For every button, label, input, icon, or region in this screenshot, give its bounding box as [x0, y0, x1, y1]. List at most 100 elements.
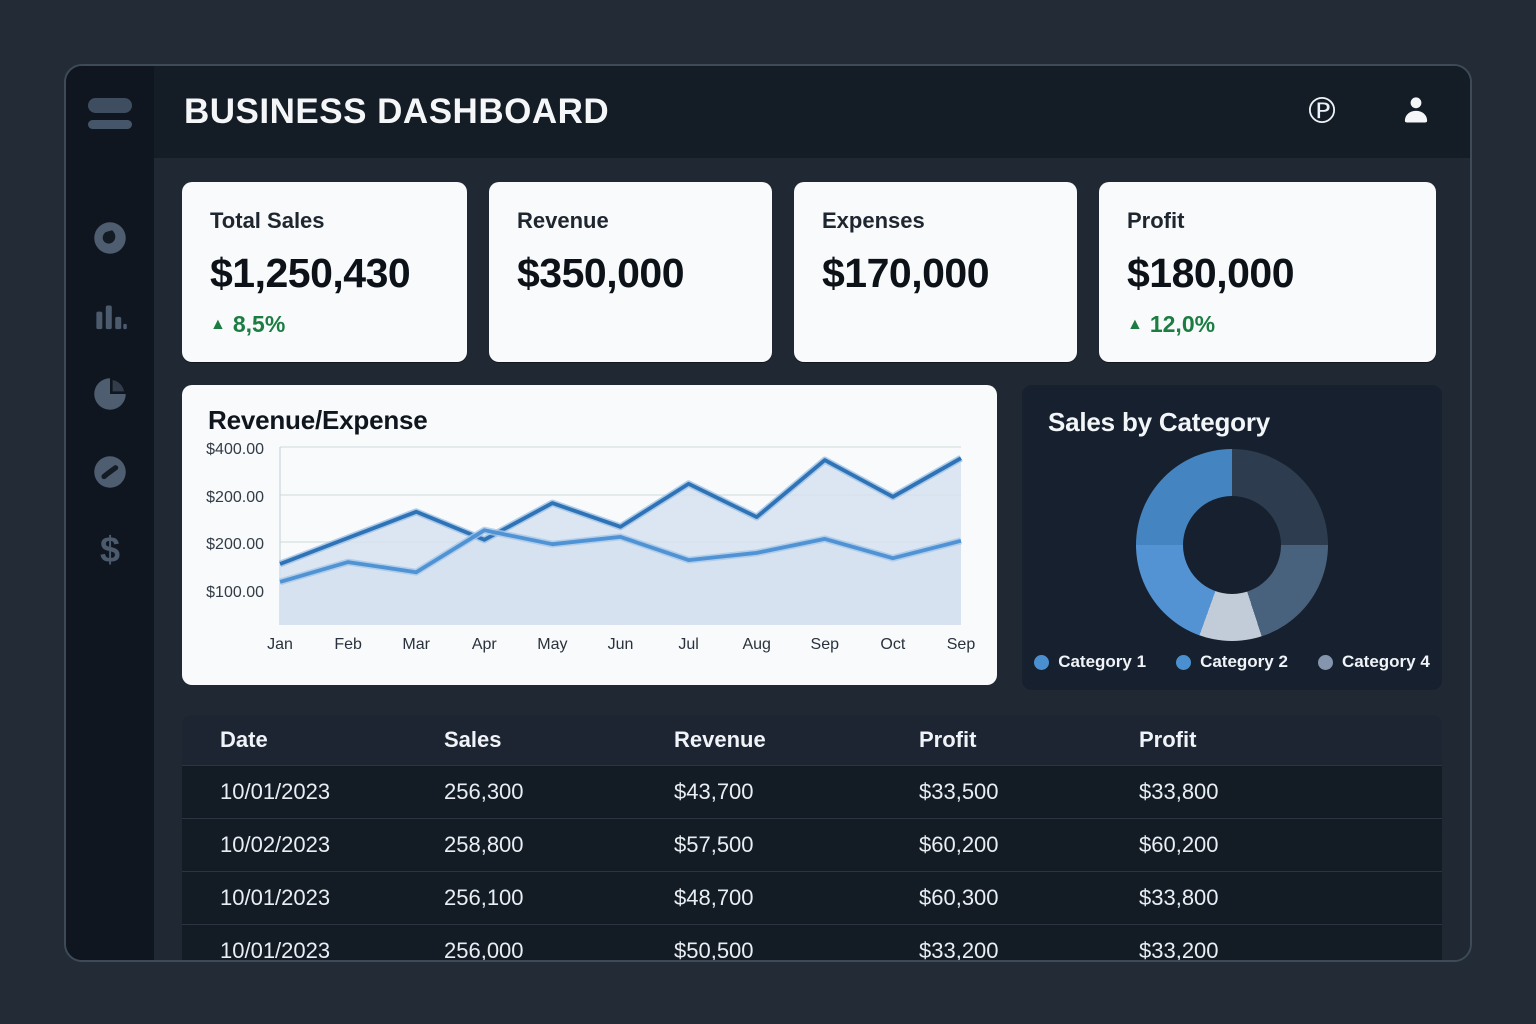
- donut-legend: Category 1 Category 2 Category 4: [1022, 652, 1442, 672]
- legend-item[interactable]: Category 2: [1176, 652, 1288, 672]
- header-icons: ℗: [1304, 92, 1434, 133]
- x-tick: Jul: [678, 636, 699, 653]
- donut-chart-icon: [94, 222, 126, 254]
- sidebar-item-finance[interactable]: $: [89, 529, 131, 571]
- data-table: Date Sales Revenue Profit Profit 10/01/2023 2…: [182, 715, 1442, 960]
- table-row[interactable]: 10/01/2023 256,300 $43,700 $33,500 $33,800: [182, 765, 1442, 819]
- column-header: Sales: [444, 727, 502, 752]
- y-tick: $200.00: [206, 489, 264, 506]
- kpi-value: $170,000: [822, 250, 990, 296]
- sidebar-item-trend[interactable]: [89, 451, 131, 493]
- x-tick: Feb: [334, 636, 362, 653]
- donut-chart: [1136, 449, 1328, 641]
- table-cell: 10/02/2023: [220, 832, 331, 857]
- table-body: 10/01/2023 256,300 $43,700 $33,500 $33,800 10…: [182, 765, 1442, 960]
- up-arrow-icon: ▲: [1127, 315, 1143, 333]
- column-header: Profit: [919, 727, 977, 752]
- legend-item[interactable]: Category 1: [1034, 652, 1146, 672]
- kpi-card-profit: Profit $180,000 ▲ 12,0%: [1099, 182, 1436, 362]
- kpi-label: Expenses: [822, 208, 925, 233]
- x-tick: Apr: [471, 636, 497, 653]
- table-cell: 256,000: [444, 938, 524, 960]
- kpi-value: $180,000: [1127, 250, 1295, 296]
- main-area: BUSINESS DASHBOARD ℗ Total Sales $1,250,…: [154, 66, 1470, 960]
- sidebar-nav: $: [89, 217, 131, 571]
- x-axis-labels: Jan Feb Mar Apr May Jun Jul Aug Sep Oct Sep: [267, 636, 975, 664]
- kpi-card-expenses: Expenses $170,000: [794, 182, 1077, 362]
- page-title: BUSINESS DASHBOARD: [184, 92, 610, 131]
- data-table-wrap: Date Sales Revenue Profit Profit 10/01/2023 2…: [182, 715, 1442, 960]
- table-row[interactable]: 10/01/2023 256,000 $50,500 $33,200 $33,200: [182, 924, 1442, 960]
- table-cell: 10/01/2023: [220, 779, 331, 804]
- pinterest-icon[interactable]: ℗: [1304, 91, 1340, 132]
- kpi-delta-value: 12,0%: [1149, 311, 1216, 337]
- kpi-label: Profit: [1127, 208, 1185, 233]
- menu-bar: [88, 98, 132, 113]
- line-chart: $400.00 $200.00 $200.00 $100.00: [206, 441, 971, 632]
- sidebar-item-donut-chart[interactable]: [89, 217, 131, 259]
- y-tick: $200.00: [206, 536, 264, 553]
- column-header: Date: [220, 727, 268, 752]
- y-tick: $400.00: [206, 441, 264, 458]
- column-header: Revenue: [674, 727, 766, 752]
- sidebar-item-pie-chart[interactable]: [89, 373, 131, 415]
- line-chart-svg: [278, 446, 963, 625]
- kpi-label: Revenue: [517, 208, 609, 233]
- kpi-row: Total Sales $1,250,430 ▲ 8,5% Revenue $3…: [182, 182, 1442, 362]
- content-area: Total Sales $1,250,430 ▲ 8,5% Revenue $3…: [154, 158, 1470, 960]
- table-cell: $33,200: [919, 938, 999, 960]
- x-tick: Oct: [880, 636, 906, 653]
- kpi-delta: ▲ 8,5%: [210, 311, 439, 338]
- sidebar: $: [66, 66, 154, 960]
- up-arrow-icon: ▲: [210, 315, 226, 333]
- x-tick: Aug: [742, 636, 771, 653]
- chart-title: Revenue/Expense: [208, 405, 428, 435]
- table-head: Date Sales Revenue Profit Profit: [182, 715, 1442, 766]
- legend-label: Category 2: [1200, 652, 1288, 671]
- table-cell: $33,500: [919, 779, 999, 804]
- bar-chart-icon: [96, 305, 127, 330]
- table-row[interactable]: 10/01/2023 256,100 $48,700 $60,300 $33,800: [182, 871, 1442, 925]
- legend-label: Category 4: [1341, 652, 1430, 671]
- x-tick: Sep: [810, 636, 840, 653]
- table-cell: $48,700: [674, 885, 754, 910]
- kpi-delta: ▲ 12,0%: [1127, 311, 1408, 338]
- kpi-delta-value: 8,5%: [232, 311, 286, 337]
- y-axis-labels: $400.00 $200.00 $200.00 $100.00: [206, 441, 270, 632]
- x-tick: Mar: [402, 636, 430, 653]
- kpi-card-total-sales: Total Sales $1,250,430 ▲ 8,5%: [182, 182, 467, 362]
- plot-area: [270, 442, 971, 632]
- table-row[interactable]: 10/02/2023 258,800 $57,500 $60,200 $60,200: [182, 818, 1442, 872]
- user-icon[interactable]: [1398, 92, 1434, 133]
- x-tick: May: [537, 636, 568, 653]
- pie-chart-icon: [94, 378, 126, 410]
- table-cell: $60,200: [919, 832, 999, 857]
- menu-icon[interactable]: [88, 98, 132, 129]
- legend-dot-icon: [1317, 654, 1333, 670]
- table-cell: $57,500: [674, 832, 754, 857]
- trend-circle-icon: [94, 456, 126, 488]
- table-cell: 10/01/2023: [220, 938, 331, 960]
- table-cell: 256,100: [444, 885, 524, 910]
- chart-title: Sales by Category: [1048, 407, 1271, 437]
- kpi-value: $350,000: [517, 250, 685, 296]
- kpi-value: $1,250,430: [210, 250, 411, 296]
- legend-dot-icon: [1034, 654, 1050, 670]
- table-cell: $43,700: [674, 779, 754, 804]
- table-cell: $60,300: [919, 885, 999, 910]
- table-cell: 256,300: [444, 779, 524, 804]
- charts-row: Revenue/Expense $400.00 $200.00 $200.00 …: [182, 385, 1442, 690]
- column-header: Profit: [1139, 727, 1197, 752]
- kpi-card-revenue: Revenue $350,000: [489, 182, 772, 362]
- legend-item[interactable]: Category 4: [1317, 652, 1430, 672]
- x-tick: Jan: [267, 636, 293, 653]
- x-tick: Jun: [607, 636, 634, 653]
- sales-by-category-card: Sales by Category Category 1 Category 2 Ca…: [1022, 385, 1442, 690]
- dashboard-window: $ BUSINESS DASHBOARD ℗ Total Sales: [64, 64, 1472, 962]
- menu-bar: [88, 120, 132, 129]
- revenue-expense-chart-card: Revenue/Expense $400.00 $200.00 $200.00 …: [182, 385, 997, 685]
- sidebar-item-bar-chart[interactable]: [89, 295, 131, 337]
- top-header: BUSINESS DASHBOARD ℗: [154, 66, 1470, 158]
- y-tick: $100.00: [206, 584, 264, 601]
- legend-dot-icon: [1176, 654, 1192, 670]
